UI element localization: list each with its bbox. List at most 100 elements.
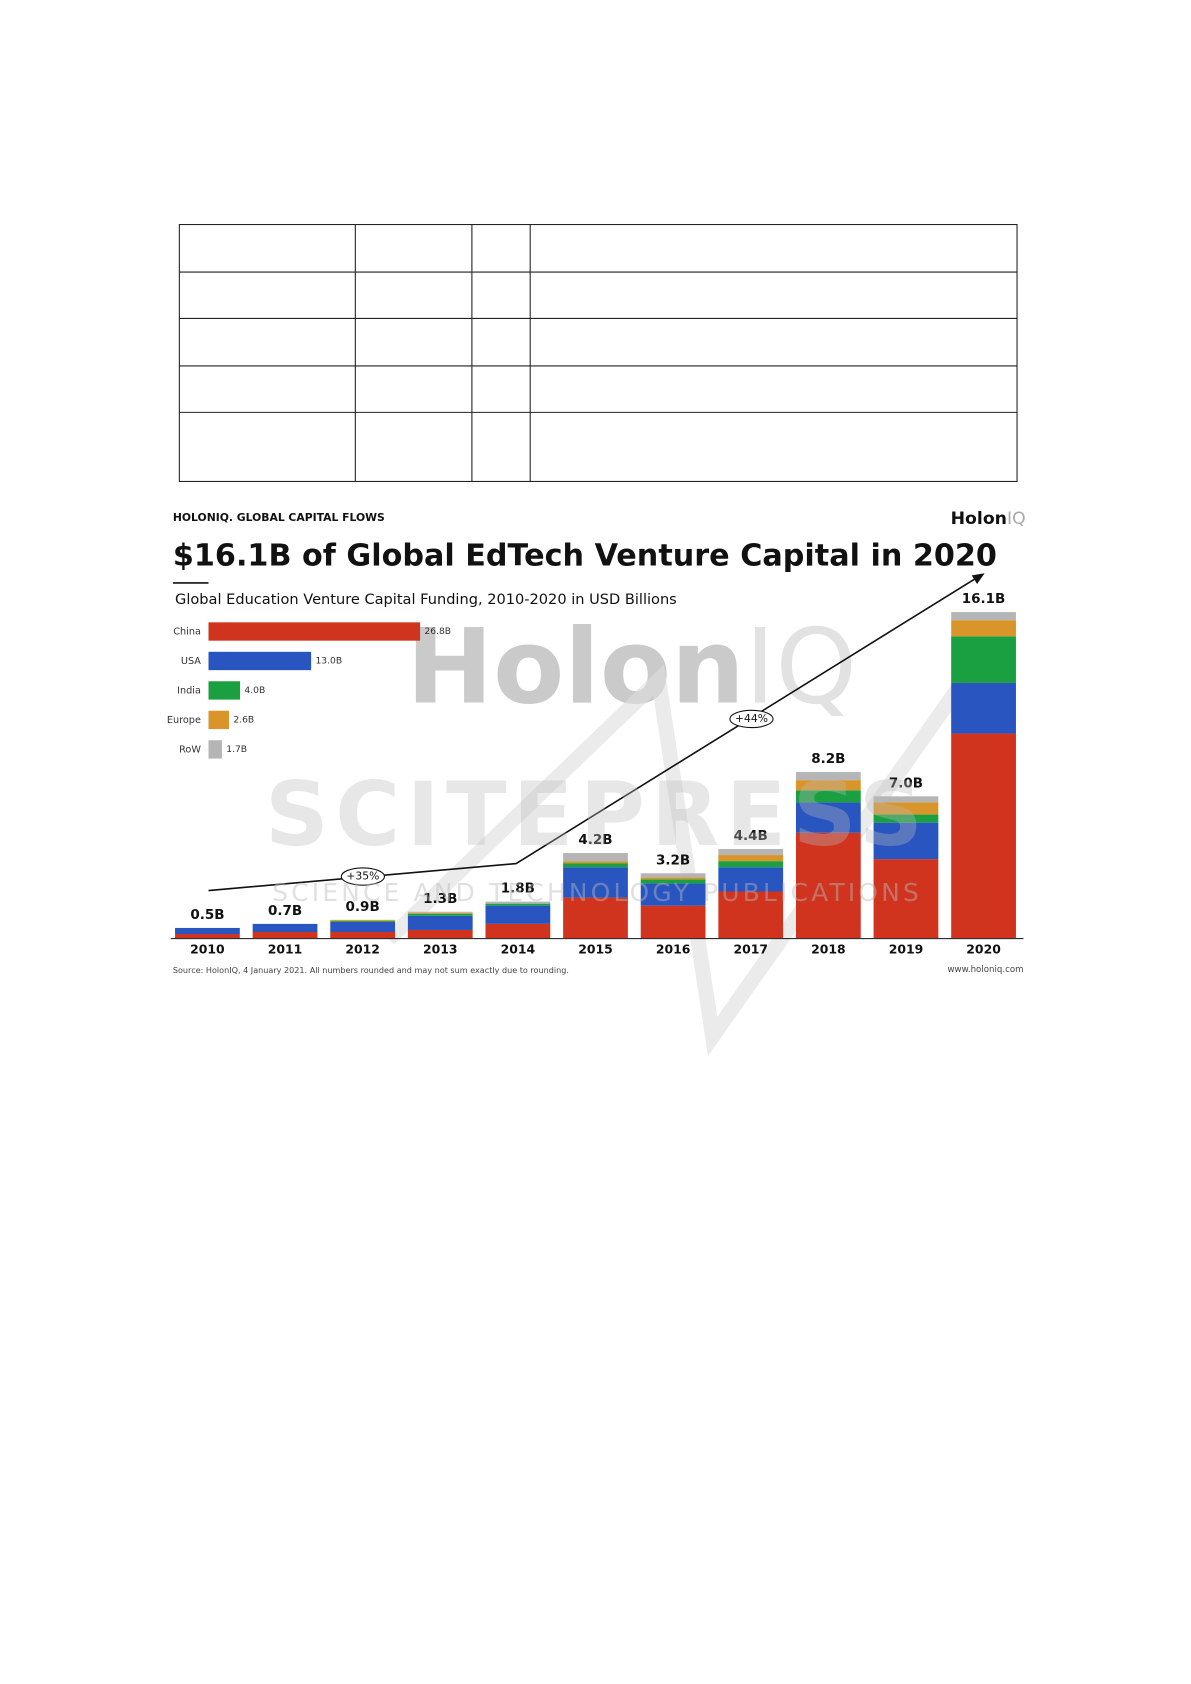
bar-segment: [873, 802, 939, 815]
x-tick-label: 2017: [733, 941, 768, 956]
region-bar: [208, 710, 230, 730]
region-bar: [208, 681, 241, 700]
annotation: +35%: [346, 870, 379, 883]
bar-segment: [563, 853, 628, 862]
total-label: 1.8B: [501, 881, 535, 897]
x-tick-label: 2013: [423, 941, 458, 956]
bar-segment: [951, 682, 1016, 734]
bar-segment: [407, 911, 473, 913]
bar-segment: [563, 861, 628, 864]
bar-segment: [718, 861, 784, 868]
bar-segment: [407, 929, 473, 939]
bar-segment: [330, 921, 396, 932]
bar-segment: [563, 867, 628, 898]
region-bar: [208, 651, 312, 671]
region-label: Europe: [167, 715, 201, 726]
brand: HOLONIQ. GLOBAL CAPITAL FLOWS: [173, 511, 385, 524]
bar-segment: [873, 859, 939, 939]
chart-title: $16.1B of Global EdTech Venture Capital …: [173, 539, 997, 574]
logo-accent: IQ: [1007, 509, 1026, 529]
table-border: [178, 223, 1018, 482]
region-label: USA: [181, 656, 201, 667]
bar-segment: [485, 901, 551, 904]
bar-segment: [563, 863, 628, 868]
annotation: +44%: [735, 712, 768, 725]
region-value-label: 1.7B: [226, 744, 247, 755]
bar-segment: [795, 832, 861, 939]
bar-segment: [175, 934, 240, 939]
bar-segment: [485, 923, 551, 939]
total-label: 8.2B: [811, 751, 845, 767]
region-value-label: 13.0B: [315, 655, 342, 666]
region-value-label: 26.8B: [424, 626, 451, 637]
bar-segment: [175, 927, 240, 935]
x-tick-label: 2014: [501, 941, 536, 956]
bar-segment: [407, 912, 473, 914]
total-label: 7.0B: [889, 775, 923, 791]
trend-line: [208, 576, 978, 892]
bar-segment: [407, 915, 473, 930]
bar-segment: [485, 905, 551, 924]
watermark-text: SCITEPRESS: [265, 763, 929, 866]
total-label: 3.2B: [656, 852, 690, 868]
bar-segment: [795, 802, 861, 833]
bar-segment: [718, 867, 784, 892]
region-bar: [208, 622, 421, 641]
bar-segment: [951, 636, 1016, 683]
source: Source: HolonIQ, 4 January 2021. All num…: [173, 965, 569, 975]
bar-segment: [795, 772, 861, 781]
bar-segment: [330, 919, 396, 921]
total-label: 0.7B: [268, 903, 302, 919]
bar-segment: [640, 877, 706, 880]
subtitle: Global Education Venture Capital Funding…: [175, 591, 677, 608]
watermark-logo-main: Holon: [406, 608, 744, 728]
region-bar: [208, 740, 222, 759]
annotation-bubble: [729, 709, 774, 729]
total-label: 4.2B: [578, 832, 612, 848]
x-tick-label: 2016: [656, 941, 691, 956]
total-label: 16.1B: [962, 591, 1006, 607]
logo: HolonIQ: [951, 509, 1026, 529]
x-tick-label: 2019: [889, 941, 924, 956]
bar-segment: [873, 796, 939, 803]
x-tick-label: 2020: [966, 941, 1001, 956]
x-tick-label: 2010: [190, 941, 225, 956]
bar-segment: [252, 931, 318, 939]
bar-segment: [330, 920, 396, 922]
bar-segment: [873, 822, 939, 860]
bar-segment: [795, 790, 861, 803]
bar-segment: [795, 780, 861, 791]
total-label: 0.9B: [346, 899, 380, 915]
x-tick-label: 2011: [268, 941, 303, 956]
empty-table: [178, 223, 1018, 482]
bar-segment: [640, 905, 706, 939]
logo-main: Holon: [951, 509, 1007, 529]
bar-segment: [640, 883, 706, 906]
total-label: 4.4B: [734, 828, 768, 844]
region-value-label: 2.6B: [233, 714, 254, 725]
bar-segment: [873, 814, 939, 823]
region-label: China: [173, 627, 201, 638]
bar-segment: [718, 855, 784, 862]
total-label: 0.5B: [190, 907, 224, 923]
region-value-label: 4.0B: [244, 685, 265, 696]
total-label: 1.3B: [423, 891, 457, 907]
bar-segment: [640, 879, 706, 884]
bar-segment: [951, 733, 1016, 939]
url: www.holoniq.com: [947, 965, 1023, 975]
bar-segment: [951, 612, 1016, 621]
bar-segment: [718, 891, 784, 939]
watermark-subtext: SCIENCE AND TECHNOLOGY PUBLICATIONS: [272, 878, 922, 907]
bar-segment: [330, 931, 396, 939]
x-tick-label: 2018: [811, 941, 846, 956]
bar-segment: [252, 923, 318, 932]
watermark-logo-accent: IQ: [745, 608, 857, 728]
trend-arrow: [971, 573, 985, 585]
bar-segment: [640, 873, 706, 878]
watermark-logo: HolonIQ: [406, 608, 857, 728]
watermark-front: SCITEPRESS SCIENCE AND TECHNOLOGY PUBLIC…: [265, 763, 929, 907]
bar-segment: [485, 903, 551, 906]
region-label: RoW: [179, 744, 201, 755]
